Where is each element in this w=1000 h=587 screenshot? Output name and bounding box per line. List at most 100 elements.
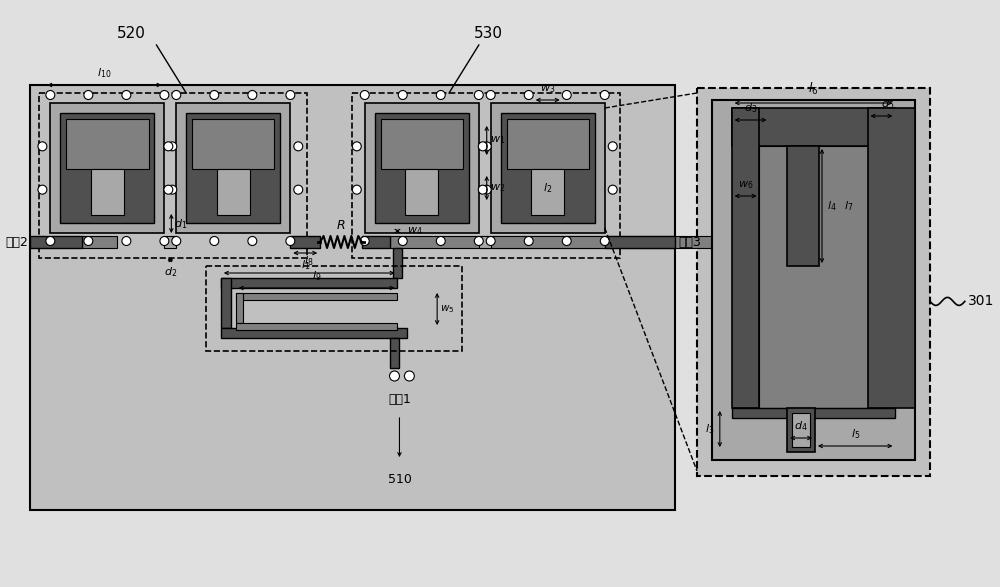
Circle shape (46, 90, 55, 100)
Text: $d_3$: $d_3$ (744, 101, 757, 115)
Circle shape (390, 371, 399, 381)
Text: $w_6$: $w_6$ (738, 179, 753, 191)
Bar (236, 323, 397, 330)
Circle shape (398, 90, 407, 100)
Text: $l_4$: $l_4$ (827, 199, 837, 213)
Text: $l_{10}$: $l_{10}$ (97, 66, 112, 80)
Text: $l_1$: $l_1$ (301, 258, 310, 272)
Circle shape (160, 90, 169, 100)
Circle shape (172, 237, 181, 245)
Circle shape (210, 90, 219, 100)
Bar (164, 236, 176, 248)
Circle shape (562, 237, 571, 245)
Bar (381, 119, 463, 168)
Text: R: R (337, 219, 345, 232)
Text: $w_3$: $w_3$ (540, 83, 555, 95)
Bar (221, 328, 407, 338)
Bar (39, 93, 307, 258)
Bar (82, 236, 117, 248)
Bar (732, 108, 759, 408)
Circle shape (398, 237, 407, 245)
Bar (236, 293, 397, 300)
Circle shape (168, 185, 177, 194)
Text: 301: 301 (968, 295, 994, 308)
Circle shape (482, 142, 491, 151)
Bar (479, 236, 491, 248)
Bar (365, 103, 479, 233)
Circle shape (562, 90, 571, 100)
Circle shape (210, 237, 219, 245)
Text: $l_7$: $l_7$ (844, 199, 853, 213)
Bar (30, 85, 675, 510)
Bar (787, 408, 815, 452)
Circle shape (360, 237, 369, 245)
Circle shape (172, 90, 181, 100)
Bar (491, 103, 605, 233)
Bar (390, 236, 841, 248)
Text: $d_1$: $d_1$ (174, 217, 188, 231)
Bar (30, 236, 82, 248)
Circle shape (352, 185, 361, 194)
Circle shape (38, 185, 47, 194)
Circle shape (404, 371, 414, 381)
Circle shape (122, 237, 131, 245)
Text: 端口1: 端口1 (388, 393, 411, 406)
Bar (186, 113, 280, 223)
Bar (290, 236, 320, 248)
Text: $w_5$: $w_5$ (440, 303, 455, 315)
Circle shape (436, 90, 445, 100)
Text: 530: 530 (474, 26, 503, 41)
Circle shape (608, 142, 617, 151)
Bar (176, 103, 290, 233)
Text: 端口2: 端口2 (6, 235, 29, 248)
Circle shape (84, 90, 93, 100)
Text: $w_4$: $w_4$ (407, 225, 423, 237)
Text: $l_5$: $l_5$ (851, 427, 860, 441)
Text: $w_1$: $w_1$ (490, 134, 505, 146)
Circle shape (474, 90, 483, 100)
Circle shape (478, 185, 487, 194)
Bar (352, 93, 620, 258)
Bar (50, 103, 164, 233)
Circle shape (160, 237, 169, 245)
Circle shape (482, 185, 491, 194)
Circle shape (600, 90, 609, 100)
Text: $l_3$: $l_3$ (705, 422, 714, 436)
Circle shape (286, 237, 295, 245)
Text: $l_2$: $l_2$ (543, 181, 552, 195)
Circle shape (352, 142, 361, 151)
Text: 520: 520 (117, 26, 146, 41)
Bar (221, 278, 231, 328)
Circle shape (122, 90, 131, 100)
Bar (393, 248, 402, 278)
Text: $l_8$: $l_8$ (304, 254, 314, 268)
Bar (405, 168, 438, 215)
Text: $d_5$: $d_5$ (881, 97, 894, 111)
Circle shape (286, 90, 295, 100)
Circle shape (486, 90, 495, 100)
Bar (217, 168, 250, 215)
Bar (507, 119, 589, 168)
Bar (712, 100, 915, 460)
Bar (192, 119, 274, 168)
Bar (60, 113, 154, 223)
Bar (697, 88, 930, 476)
Circle shape (478, 142, 487, 151)
Circle shape (168, 142, 177, 151)
Text: $w_2$: $w_2$ (490, 182, 505, 194)
Bar (787, 146, 819, 266)
Circle shape (294, 142, 303, 151)
Circle shape (164, 185, 173, 194)
Bar (501, 113, 595, 223)
Circle shape (46, 237, 55, 245)
Bar (491, 236, 605, 248)
Circle shape (248, 237, 257, 245)
Circle shape (608, 185, 617, 194)
Bar (732, 108, 895, 146)
Bar (605, 236, 675, 248)
Text: $l_6$: $l_6$ (808, 81, 819, 97)
Circle shape (360, 90, 369, 100)
Text: 端口3: 端口3 (678, 235, 701, 248)
Bar (91, 168, 124, 215)
Bar (362, 236, 390, 248)
